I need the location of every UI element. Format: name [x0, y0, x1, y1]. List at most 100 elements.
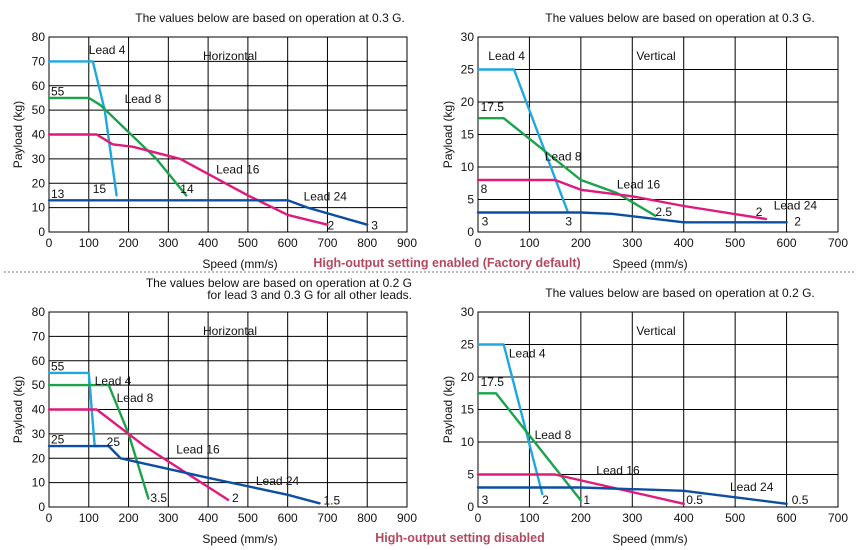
series-line-lead8 — [476, 117, 657, 217]
x-tick-label: 400 — [198, 236, 218, 250]
series-line-lead3 — [476, 211, 788, 224]
mode-label: Vertical — [636, 324, 675, 338]
curve-label: Lead 8 — [125, 92, 162, 106]
series-line-lead3 — [476, 486, 788, 505]
curve-label: 8 — [481, 182, 488, 196]
x-tick-label: 300 — [622, 511, 642, 525]
x-tick-label: 100 — [79, 511, 99, 525]
curve-label: 1.5 — [323, 494, 340, 508]
banner-disabled: High-output setting disabled — [375, 531, 544, 545]
curve-label: Lead 16 — [216, 163, 260, 177]
x-tick-label: 400 — [674, 236, 694, 250]
y-tick-label: 30 — [32, 427, 46, 441]
curve-label: Lead 24 — [774, 198, 818, 212]
y-tick-label: 0 — [38, 500, 45, 514]
x-tick-label: 600 — [278, 511, 298, 525]
x-tick-label: 900 — [397, 511, 417, 525]
y-tick-label: 80 — [32, 305, 46, 319]
curve-label: 55 — [51, 360, 65, 374]
x-axis-label: Speed (mm/s) — [612, 532, 687, 546]
curve-label: Lead 4 — [95, 374, 132, 388]
chart-3: 0 100 200 300 400 500 600 700 800 900 0 10 20 30 40 50 6… — [11, 276, 417, 546]
curve-label: 2.5 — [655, 205, 672, 219]
y-tick-label: 40 — [32, 128, 46, 142]
banner-enabled: High-output setting enabled (Factory def… — [313, 256, 580, 270]
x-tick-label: 700 — [317, 511, 337, 525]
curve-label: Lead 16 — [617, 177, 661, 191]
series-line-lead8 — [47, 383, 150, 500]
series-line-lead4 — [476, 343, 544, 496]
y-axis-label: Payload (kg) — [11, 376, 25, 443]
mode-label: Vertical — [636, 49, 675, 63]
plot-frame — [477, 36, 839, 233]
y-tick-label: 20 — [32, 176, 46, 190]
operation-note: for lead 3 and 0.3 G for all other leads… — [207, 288, 412, 302]
curve-label: 2 — [756, 205, 763, 219]
chart-1: 0 100 200 300 400 500 600 700 800 900 0 10 20 30 40 50 6… — [11, 11, 417, 271]
series-line-lead16 — [47, 133, 329, 226]
y-tick-label: 30 — [461, 305, 475, 319]
y-axis-label: Payload (kg) — [441, 376, 455, 443]
y-tick-label: 50 — [32, 103, 46, 117]
curve-label: Lead 8 — [545, 150, 582, 164]
y-tick-label: 40 — [32, 403, 46, 417]
x-tick-label: 600 — [278, 236, 298, 250]
y-tick-label: 10 — [461, 160, 475, 174]
curve-label: 2 — [327, 219, 334, 233]
y-tick-label: 0 — [467, 500, 474, 514]
y-tick-label: 60 — [32, 79, 46, 93]
x-tick-label: 800 — [357, 511, 377, 525]
y-tick-label: 50 — [32, 378, 46, 392]
curve-label: Lead 4 — [488, 49, 525, 63]
curve-label: 25 — [107, 435, 121, 449]
curve-label: Lead 8 — [535, 428, 572, 442]
x-tick-label: 0 — [475, 511, 482, 525]
chart-2: 0 100 200 300 400 500 600 700 0 5 10 15 20 25 30 Speed … — [441, 11, 848, 271]
curve-label: 0.5 — [792, 493, 809, 507]
x-axis-label: Speed (mm/s) — [202, 257, 277, 271]
y-tick-label: 25 — [461, 63, 475, 77]
y-tick-label: 0 — [38, 225, 45, 239]
y-tick-label: 5 — [467, 193, 474, 207]
series-line-lead8 — [47, 96, 188, 197]
x-tick-label: 800 — [357, 236, 377, 250]
curve-label: 25 — [51, 433, 65, 447]
curve-label: 2 — [794, 215, 801, 229]
y-tick-label: 10 — [461, 435, 475, 449]
y-tick-label: 30 — [461, 30, 475, 44]
plot-frame — [477, 311, 839, 508]
curve-label: Lead 24 — [730, 480, 774, 494]
y-tick-label: 20 — [461, 95, 475, 109]
series-line-lead16 — [476, 473, 685, 505]
curve-label: 3 — [482, 493, 489, 507]
y-tick-label: 60 — [32, 354, 46, 368]
x-tick-label: 700 — [317, 236, 337, 250]
x-tick-label: 700 — [828, 511, 848, 525]
curve-label: Lead 16 — [596, 464, 640, 478]
curve-label: 55 — [51, 85, 65, 99]
curve-label: 3 — [565, 215, 572, 229]
y-tick-label: 30 — [32, 152, 46, 166]
x-tick-label: 400 — [674, 511, 694, 525]
x-tick-label: 500 — [725, 511, 745, 525]
y-tick-label: 15 — [461, 128, 475, 142]
y-tick-label: 70 — [32, 54, 46, 68]
x-tick-label: 600 — [777, 511, 797, 525]
y-tick-label: 5 — [467, 468, 474, 482]
x-tick-label: 200 — [119, 511, 139, 525]
chart-4: 0 100 200 300 400 500 600 700 0 5 10 15 20 25 30 Speed … — [441, 286, 848, 546]
series-line-lead3 — [47, 199, 369, 226]
x-axis-label: Speed (mm/s) — [612, 257, 687, 271]
y-tick-label: 70 — [32, 329, 46, 343]
curve-label: 0.5 — [686, 493, 703, 507]
x-tick-label: 200 — [571, 236, 591, 250]
series-line-lead3 — [47, 444, 321, 505]
curve-label: 2 — [232, 491, 239, 505]
x-axis-label: Speed (mm/s) — [202, 532, 277, 546]
curve-label: 15 — [93, 182, 107, 196]
y-tick-label: 20 — [461, 370, 475, 384]
x-tick-label: 0 — [475, 236, 482, 250]
curve-label: Lead 4 — [509, 347, 546, 361]
series-line-lead4 — [47, 60, 118, 197]
